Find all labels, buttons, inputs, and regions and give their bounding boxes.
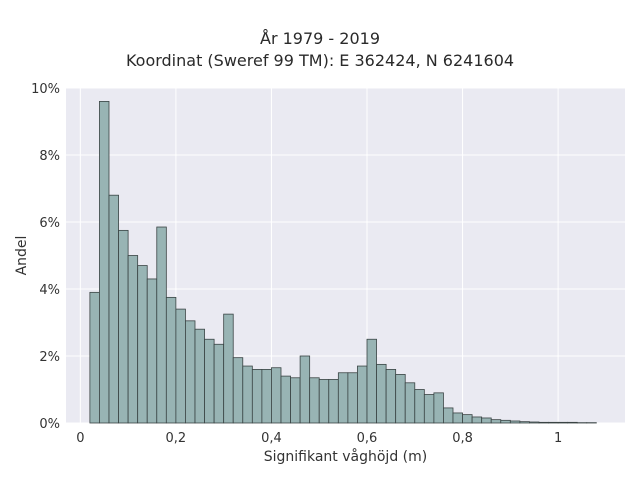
histogram-bar [213,343,225,424]
histogram-bar [223,313,234,424]
x-tick-label: 1 [554,431,562,446]
histogram-bar [232,357,244,424]
histogram-bar [242,365,253,424]
histogram-bar [490,419,502,424]
y-axis-label: Andel [14,236,30,276]
x-tick-label: 0 [76,431,84,446]
histogram-bar [433,392,444,424]
histogram-bar [185,320,196,424]
histogram-bar [146,278,158,424]
x-tick-label: 0,8 [452,431,473,446]
bars-group [89,101,597,424]
histogram-bar [500,419,511,424]
histogram-bar [462,414,473,424]
histogram-bar [538,421,549,424]
histogram-bar [481,417,492,424]
histogram-bar [175,308,186,424]
histogram-bar [118,229,129,424]
histogram-bar [385,368,397,424]
x-axis-label: Signifikant våghöjd (m) [264,448,427,465]
chart-title: År 1979 - 2019 [260,29,380,48]
histogram-bar [280,375,291,424]
histogram-bar [309,377,320,424]
histogram-bar [567,421,578,424]
histogram-bar [529,421,540,424]
x-tick-label: 0,6 [357,431,378,446]
y-tick-label: 6% [39,216,60,231]
histogram-bar [299,355,311,424]
histogram-bar [156,226,167,424]
y-tick-label: 2% [39,350,60,365]
histogram-bar [127,255,139,424]
histogram-bar [137,265,148,424]
histogram-bar [443,407,454,424]
histogram-bar [108,194,119,424]
histogram-bar [318,379,330,424]
histogram-bar [423,394,435,424]
histogram-bar [99,101,110,424]
y-tick-label: 8% [39,149,60,164]
y-tick-label: 4% [39,283,60,298]
histogram-bar [557,421,569,424]
histogram-bar [452,412,463,424]
histogram-bar [366,338,377,424]
y-tick-label: 10% [31,82,60,97]
histogram-bar [548,421,559,424]
x-tick-label: 0,2 [166,431,187,446]
histogram-bar [395,374,406,424]
histogram-bar [290,377,301,424]
histogram-bar [165,296,177,424]
x-axis-ticks: 0 0,2 0,4 0,6 0,8 1 [76,431,562,446]
histogram-bar [404,382,416,424]
histogram-bar [471,416,483,424]
histogram-bar [204,338,215,424]
chart-subtitle: Koordinat (Sweref 99 TM): E 362424, N 62… [125,51,515,70]
histogram-bar [414,389,425,424]
histogram-bar [357,365,368,424]
histogram-bar [376,363,387,424]
histogram-bar [261,368,272,424]
histogram-bar [328,379,339,424]
histogram-bar [251,368,263,424]
histogram-bar [347,372,358,424]
histogram-bar [194,328,205,424]
histogram-bar [271,367,282,424]
x-tick-label: 0,4 [261,431,282,446]
histogram-bar [509,420,521,424]
y-axis-ticks: 0% 2% 4% 6% 8% 10% [31,82,60,432]
histogram-bar [337,372,349,424]
histogram-bar [519,421,530,424]
y-tick-label: 0% [39,417,60,432]
histogram-bar [89,291,100,424]
